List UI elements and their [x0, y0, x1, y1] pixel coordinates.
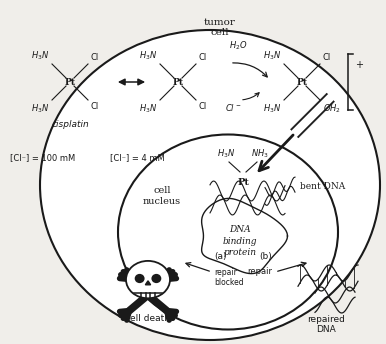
Text: repaired
DNA: repaired DNA	[307, 315, 345, 334]
Text: $H_3N$: $H_3N$	[30, 102, 49, 115]
Polygon shape	[292, 94, 334, 137]
Text: Pt: Pt	[237, 178, 249, 187]
Text: bent DNA: bent DNA	[300, 182, 345, 191]
Ellipse shape	[40, 30, 380, 340]
Text: $H_3N$: $H_3N$	[139, 102, 157, 115]
Ellipse shape	[118, 135, 338, 330]
Text: DNA
binding
protein: DNA binding protein	[223, 225, 257, 257]
Text: (b): (b)	[259, 252, 272, 261]
Text: Cl: Cl	[91, 102, 99, 111]
Text: +: +	[355, 60, 363, 70]
Text: repair
blocked: repair blocked	[214, 268, 244, 287]
Text: Pt: Pt	[173, 77, 184, 86]
Text: Cl: Cl	[323, 53, 331, 62]
Text: $Cl^-$: $Cl^-$	[225, 102, 241, 113]
Text: Cl: Cl	[199, 53, 207, 62]
Ellipse shape	[135, 274, 145, 283]
Text: cell death: cell death	[125, 314, 171, 323]
Text: Cl: Cl	[91, 53, 99, 62]
Text: tumor
cell: tumor cell	[204, 18, 236, 37]
Text: $H_3N$: $H_3N$	[263, 50, 281, 62]
Ellipse shape	[126, 261, 170, 298]
Text: $OH_2$: $OH_2$	[323, 102, 341, 115]
Polygon shape	[146, 281, 151, 285]
Polygon shape	[201, 198, 288, 273]
Text: repair: repair	[247, 267, 272, 276]
Text: cisplatin: cisplatin	[51, 120, 89, 129]
Text: Pt: Pt	[296, 77, 308, 86]
Text: Cl: Cl	[199, 102, 207, 111]
Text: [Cl⁻] = 100 mM: [Cl⁻] = 100 mM	[10, 153, 75, 162]
Text: $H_3N$: $H_3N$	[30, 50, 49, 62]
Text: $NH_3$: $NH_3$	[251, 148, 269, 160]
Text: $H_3N$: $H_3N$	[263, 102, 281, 115]
Text: Pt: Pt	[64, 77, 76, 86]
Text: [Cl⁻] = 4 mM: [Cl⁻] = 4 mM	[110, 153, 165, 162]
Text: cell
nucleus: cell nucleus	[143, 186, 181, 206]
Ellipse shape	[151, 274, 161, 283]
Text: $H_3N$: $H_3N$	[217, 148, 235, 160]
Text: $H_2O$: $H_2O$	[229, 40, 247, 52]
Text: (a): (a)	[214, 252, 227, 261]
Text: $H_3N$: $H_3N$	[139, 50, 157, 62]
